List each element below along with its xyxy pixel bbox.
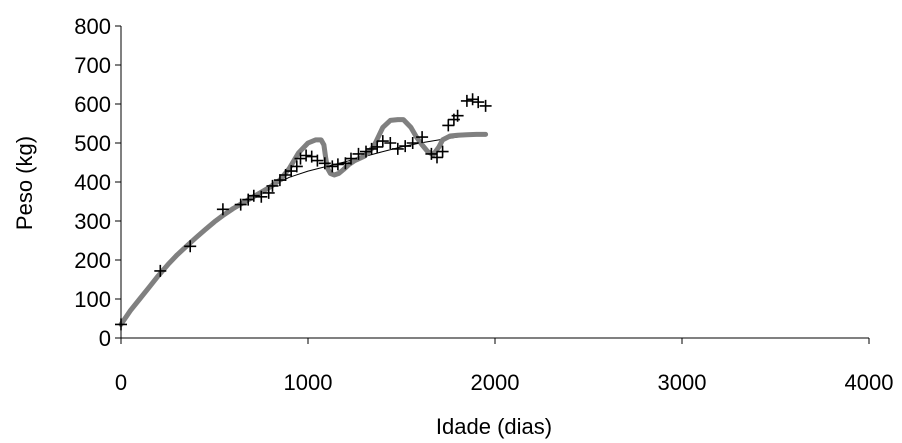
data-point <box>216 203 229 216</box>
data-point <box>273 174 286 187</box>
x-tick-label: 1000 <box>284 370 333 395</box>
data-point <box>371 140 384 153</box>
data-point <box>451 109 464 122</box>
y-tick-label: 600 <box>74 92 111 117</box>
x-tick-label: 2000 <box>471 370 520 395</box>
y-tick-label: 300 <box>74 209 111 234</box>
x-tick-label: 3000 <box>658 370 707 395</box>
data-point <box>247 189 260 202</box>
data-point <box>115 318 127 331</box>
x-axis-title: Idade (dias) <box>436 414 552 439</box>
data-point <box>399 140 412 153</box>
y-tick-label: 700 <box>74 53 111 78</box>
data-point <box>376 135 389 148</box>
y-axis-title: Peso (kg) <box>12 136 37 230</box>
data-point <box>154 264 167 277</box>
data-point <box>466 93 479 106</box>
data-point <box>460 94 473 107</box>
y-tick-label: 400 <box>74 170 111 195</box>
data-point <box>352 147 365 160</box>
data-point <box>255 190 268 203</box>
y-tick-label: 200 <box>74 248 111 273</box>
data-point <box>436 145 449 158</box>
data-point <box>234 198 247 211</box>
data-point <box>365 142 378 155</box>
plot-area: 0 100 200 300 400 500 600 700 800 0 1000 2000 3000 40… <box>74 14 893 395</box>
x-tick-label: 4000 <box>845 370 894 395</box>
data-point <box>266 179 279 192</box>
fitted-curve-thin <box>120 133 487 325</box>
y-tick-label: 0 <box>99 326 111 351</box>
data-point <box>294 152 307 165</box>
y-tick-label: 500 <box>74 131 111 156</box>
data-point <box>311 154 324 167</box>
data-point <box>384 137 397 149</box>
data-point <box>406 137 419 149</box>
x-tick-label: 0 <box>115 370 127 395</box>
fitted-curve-thick <box>118 117 489 327</box>
y-tick-label: 800 <box>74 14 111 39</box>
data-point <box>416 131 429 144</box>
data-point <box>431 151 443 164</box>
data-point <box>326 160 339 173</box>
data-point <box>442 119 455 132</box>
data-point <box>360 145 372 158</box>
data-point <box>472 96 485 109</box>
data-point <box>331 158 344 171</box>
y-tick-label: 100 <box>74 287 111 312</box>
data-point <box>290 160 303 173</box>
data-point <box>479 99 492 112</box>
data-point <box>345 152 357 165</box>
data-point <box>391 142 404 155</box>
data-point <box>300 149 313 162</box>
data-point <box>262 186 275 199</box>
data-point <box>318 157 331 170</box>
data-point <box>184 240 197 253</box>
